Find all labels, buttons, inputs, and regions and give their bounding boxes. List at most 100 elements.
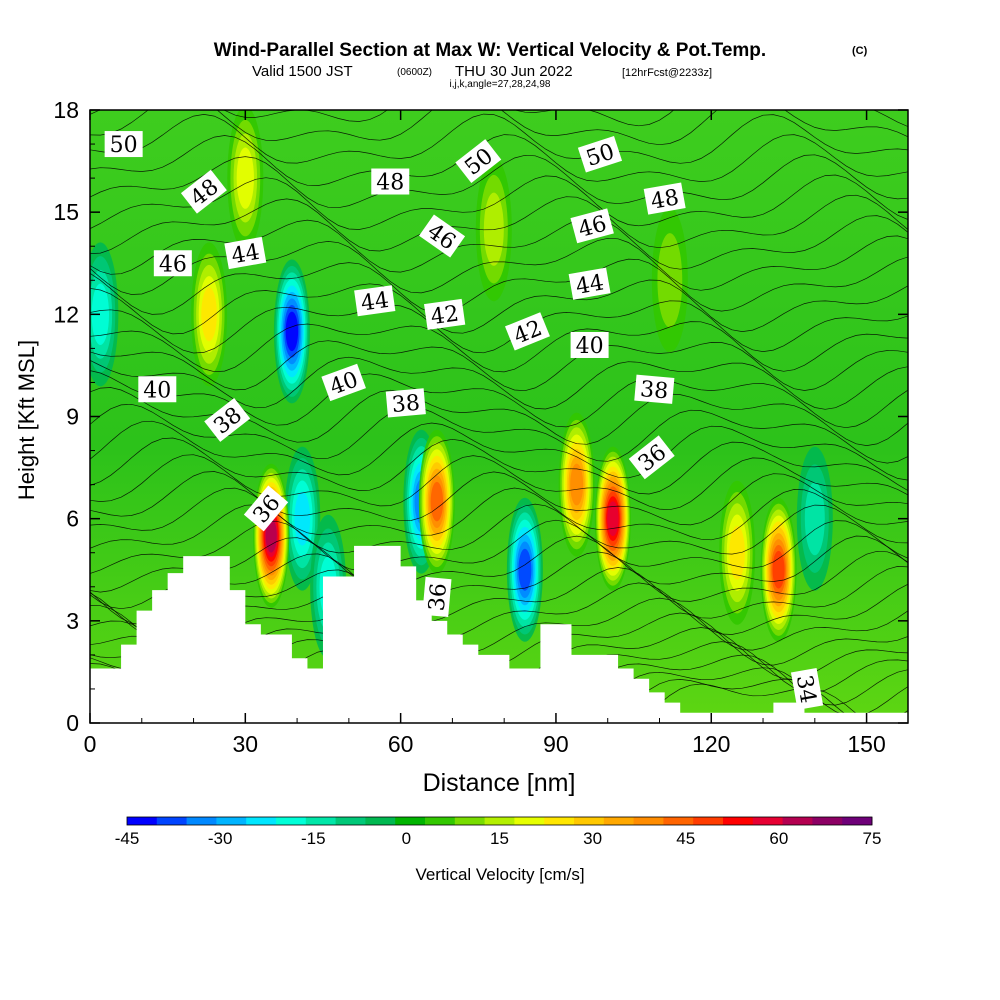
contour-label-text: 44 <box>574 270 606 299</box>
updraft-core-6 <box>729 525 745 580</box>
colorbar-swatch <box>574 817 605 825</box>
contour-label-text: 48 <box>376 171 404 196</box>
y-tick-label: 18 <box>53 97 79 123</box>
isentrope-33 <box>90 134 908 186</box>
isentrope-35 <box>90 110 908 146</box>
subtitle-indices: i,j,k,angle=27,28,24,98 <box>450 79 551 90</box>
y-tick-label: 6 <box>66 506 79 532</box>
contour-label-box <box>371 168 410 195</box>
contour-label-23: 34 <box>790 667 824 710</box>
contour-label-text: 40 <box>143 378 171 403</box>
plot-area <box>90 110 908 723</box>
contour-label-text: 38 <box>639 377 669 404</box>
contour-label-18: 44 <box>568 267 611 300</box>
contour-label-box <box>790 667 824 710</box>
colorbar-swatch <box>782 817 813 825</box>
contour-label-4: 40 <box>138 376 177 403</box>
contour-label-box <box>204 397 251 442</box>
colorbar-swatch <box>156 817 187 825</box>
colorbar-tick-label: 45 <box>676 829 695 848</box>
updraft-core-9 <box>657 233 683 328</box>
colorbar-swatch <box>365 817 396 825</box>
colorbar-swatch <box>812 817 843 825</box>
contour-label-2: 46 <box>153 250 192 277</box>
contour-label-box <box>568 267 611 300</box>
updraft-core-8 <box>483 192 504 266</box>
colorbar-tick-label: 60 <box>769 829 788 848</box>
x-tick-label: 90 <box>543 731 569 757</box>
isentrope-29 <box>90 215 908 275</box>
isentrope-36 <box>90 110 908 127</box>
isentrope-13 <box>90 503 908 555</box>
colorbar-swatch <box>335 817 366 825</box>
isentrope-15 <box>90 471 908 526</box>
colorbar-tick-label: 0 <box>402 829 411 848</box>
isentrope-27 <box>90 256 908 315</box>
contour-label-box <box>504 312 550 351</box>
y-tick-label: 3 <box>66 608 79 634</box>
x-tick-label: 0 <box>84 731 97 757</box>
contour-label-text: 46 <box>159 252 187 277</box>
x-axis-label: Distance [nm] <box>423 769 576 797</box>
contour-label-14: 36 <box>422 576 452 618</box>
downdraft-core-2 <box>518 548 532 591</box>
vertical-velocity-field <box>90 110 833 659</box>
colorbar-tick-label: -15 <box>301 829 326 848</box>
contour-label-text: 44 <box>230 240 262 269</box>
colorbar-label: Vertical Velocity [cm/s] <box>415 865 584 884</box>
updraft-core-5 <box>607 501 619 537</box>
contour-label-9: 46 <box>419 214 466 258</box>
y-tick-label: 12 <box>53 301 79 327</box>
contour-label-11: 42 <box>424 298 466 330</box>
subtitle-date: THU 30 Jun 2022 <box>455 63 573 80</box>
subtitle-utc: (0600Z) <box>397 67 432 78</box>
downdraft-core-5 <box>91 283 110 346</box>
isentrope-30 <box>90 194 908 254</box>
colorbar-swatch <box>186 817 217 825</box>
colorbar-tick-label: 30 <box>583 829 602 848</box>
contour-label-text: 50 <box>110 133 138 158</box>
colorbar-swatch <box>127 817 158 825</box>
colorbar-tick-label: 15 <box>490 829 509 848</box>
contour-label-box <box>138 376 177 403</box>
contour-label-box <box>643 182 686 215</box>
x-tick-label: 150 <box>847 731 885 757</box>
subtitle-forecast: [12hrFcst@2233z] <box>622 67 712 79</box>
contour-label-box <box>628 435 675 480</box>
contour-label-box <box>321 363 366 402</box>
colorbar-swatch <box>603 817 634 825</box>
isentrope-14 <box>90 487 908 541</box>
colorbar-swatch <box>842 817 873 825</box>
contour-label-box <box>634 374 675 404</box>
colorbar: -45 -30 -15 0 15 30 45 60 75 <box>115 816 881 848</box>
y-tick-label: 15 <box>53 199 79 225</box>
title-copyright-mark: (C) <box>852 45 868 57</box>
contour-label-text: 34 <box>791 673 820 705</box>
contour-label-box <box>577 136 623 173</box>
isentrope-lines <box>90 110 908 723</box>
updraft-core-2 <box>236 147 254 209</box>
contour-label-box <box>570 331 609 358</box>
terrain <box>90 545 908 723</box>
y-axis-label: Height [Kft MSL] <box>14 340 39 500</box>
isentrope-34 <box>90 113 908 164</box>
x-tick-label: 120 <box>692 731 730 757</box>
contour-label-box <box>385 388 426 418</box>
colorbar-tick-label: -30 <box>208 829 233 848</box>
colorbar-swatch <box>484 817 515 825</box>
isentrope-31 <box>90 174 908 230</box>
colorbar-swatch <box>425 817 456 825</box>
colorbar-swatch <box>544 817 575 825</box>
colorbar-swatch <box>276 817 307 825</box>
updraft-core-4 <box>570 463 584 506</box>
contour-label-text: 48 <box>649 185 681 214</box>
contour-label-text: 40 <box>576 334 604 359</box>
contour-label-box <box>422 576 452 618</box>
colorbar-swatch <box>305 817 336 825</box>
subtitle-valid: Valid 1500 JST <box>252 63 353 80</box>
contour-label-15: 50 <box>577 136 623 173</box>
downdraft-core-6 <box>804 482 825 556</box>
